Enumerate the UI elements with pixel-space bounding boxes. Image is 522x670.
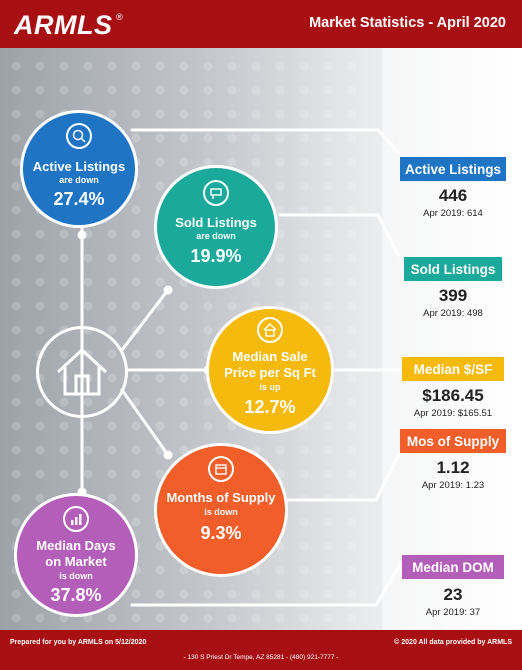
sold-listings-percent: 19.9% xyxy=(190,246,242,266)
badge-sold-listings: Sold Listings xyxy=(404,257,502,281)
badge-months-supply: Mos of Supply xyxy=(400,429,506,453)
stat-value-median-psf: $186.45 xyxy=(422,386,484,405)
median-price-circle: Median Sale Price per Sq Ft is up 12.7% xyxy=(206,306,334,434)
house-dollar-icon xyxy=(257,317,283,343)
median-price-label-line1: Median Sale xyxy=(232,349,308,364)
badge-active-listings: Active Listings xyxy=(400,157,506,181)
stat-value-months-supply: 1.12 xyxy=(436,458,470,477)
badge-median-psf: Median $/SF xyxy=(402,357,504,381)
active-listings-circle: Active Listings are down 27.4% xyxy=(20,110,138,228)
page-title: Market Statistics - April 2020 xyxy=(309,15,506,31)
footer-bar: Prepared for you by ARMLS on 5/12/2020 ©… xyxy=(0,630,522,670)
active-listings-direction: are down xyxy=(59,175,99,185)
median-dom-label-line2: on Market xyxy=(45,554,107,569)
median-price-direction: is up xyxy=(259,382,281,392)
stat-prior-sold-listings: Apr 2019: 498 xyxy=(423,308,483,319)
active-listings-label: Active Listings xyxy=(32,159,126,174)
months-supply-label: Months of Supply xyxy=(166,490,276,505)
median-dom-direction: is down xyxy=(59,571,93,581)
stat-prior-median-psf: Apr 2019: $165.51 xyxy=(413,408,493,419)
badge-median-dom: Median DOM xyxy=(402,555,504,579)
sign-icon xyxy=(203,180,229,206)
calendar-icon xyxy=(208,456,234,482)
stats-column-background xyxy=(382,48,522,630)
sold-listings-label: Sold Listings xyxy=(175,215,257,230)
bar-chart-icon xyxy=(63,506,89,532)
home-circle xyxy=(36,326,128,418)
sold-listings-circle: Sold Listings are down 19.9% xyxy=(154,165,278,289)
stat-value-sold-listings: 399 xyxy=(438,286,468,305)
months-supply-direction: is down xyxy=(204,507,238,517)
months-supply-percent: 9.3% xyxy=(200,523,242,543)
median-dom-percent: 37.8% xyxy=(50,585,102,605)
registered-mark: ® xyxy=(116,12,123,22)
stat-value-active-listings: 446 xyxy=(438,186,468,205)
median-dom-circle: Median Days on Market is down 37.8% xyxy=(14,493,138,617)
prepared-by-text: Prepared for you by ARMLS on 5/12/2020 xyxy=(10,639,147,646)
house-icon xyxy=(56,348,108,396)
stat-prior-median-dom: Apr 2019: 37 xyxy=(425,607,481,618)
months-supply-circle: Months of Supply is down 9.3% xyxy=(154,443,288,577)
address-text: - 130 S Priest Dr Tempe, AZ 85281 - (480… xyxy=(183,654,339,661)
sold-listings-direction: are down xyxy=(196,231,236,241)
median-price-percent: 12.7% xyxy=(244,397,296,417)
armls-logo: ARMLS xyxy=(14,10,113,40)
copyright-text: © 2020 All data provided by ARMLS xyxy=(394,639,512,646)
magnifier-house-icon xyxy=(66,123,92,149)
stat-prior-active-listings: Apr 2019: 614 xyxy=(423,208,483,219)
stat-prior-months-supply: Apr 2019: 1.23 xyxy=(421,480,485,491)
median-dom-label-line1: Median Days xyxy=(36,538,116,553)
header-bar: ARMLS ® Market Statistics - April 2020 xyxy=(0,0,522,48)
median-price-label-line2: Price per Sq Ft xyxy=(224,365,316,380)
active-listings-percent: 27.4% xyxy=(53,189,105,209)
stat-value-median-dom: 23 xyxy=(443,585,463,604)
